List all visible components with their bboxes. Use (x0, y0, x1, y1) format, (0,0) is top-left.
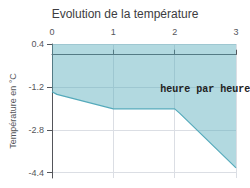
svg-text:heure par heure: heure par heure (160, 84, 250, 95)
svg-text:-2.8: -2.8 (28, 125, 44, 135)
svg-text:Evolution de la température: Evolution de la température (52, 7, 199, 21)
svg-text:0.4: 0.4 (31, 39, 44, 49)
svg-text:3: 3 (233, 27, 238, 37)
svg-text:1: 1 (111, 27, 116, 37)
svg-text:-4.4: -4.4 (28, 168, 44, 178)
svg-text:0: 0 (49, 27, 54, 37)
svg-text:Température en °C: Température en °C (8, 73, 18, 149)
svg-text:2: 2 (172, 27, 177, 37)
svg-text:-1.2: -1.2 (28, 82, 44, 92)
